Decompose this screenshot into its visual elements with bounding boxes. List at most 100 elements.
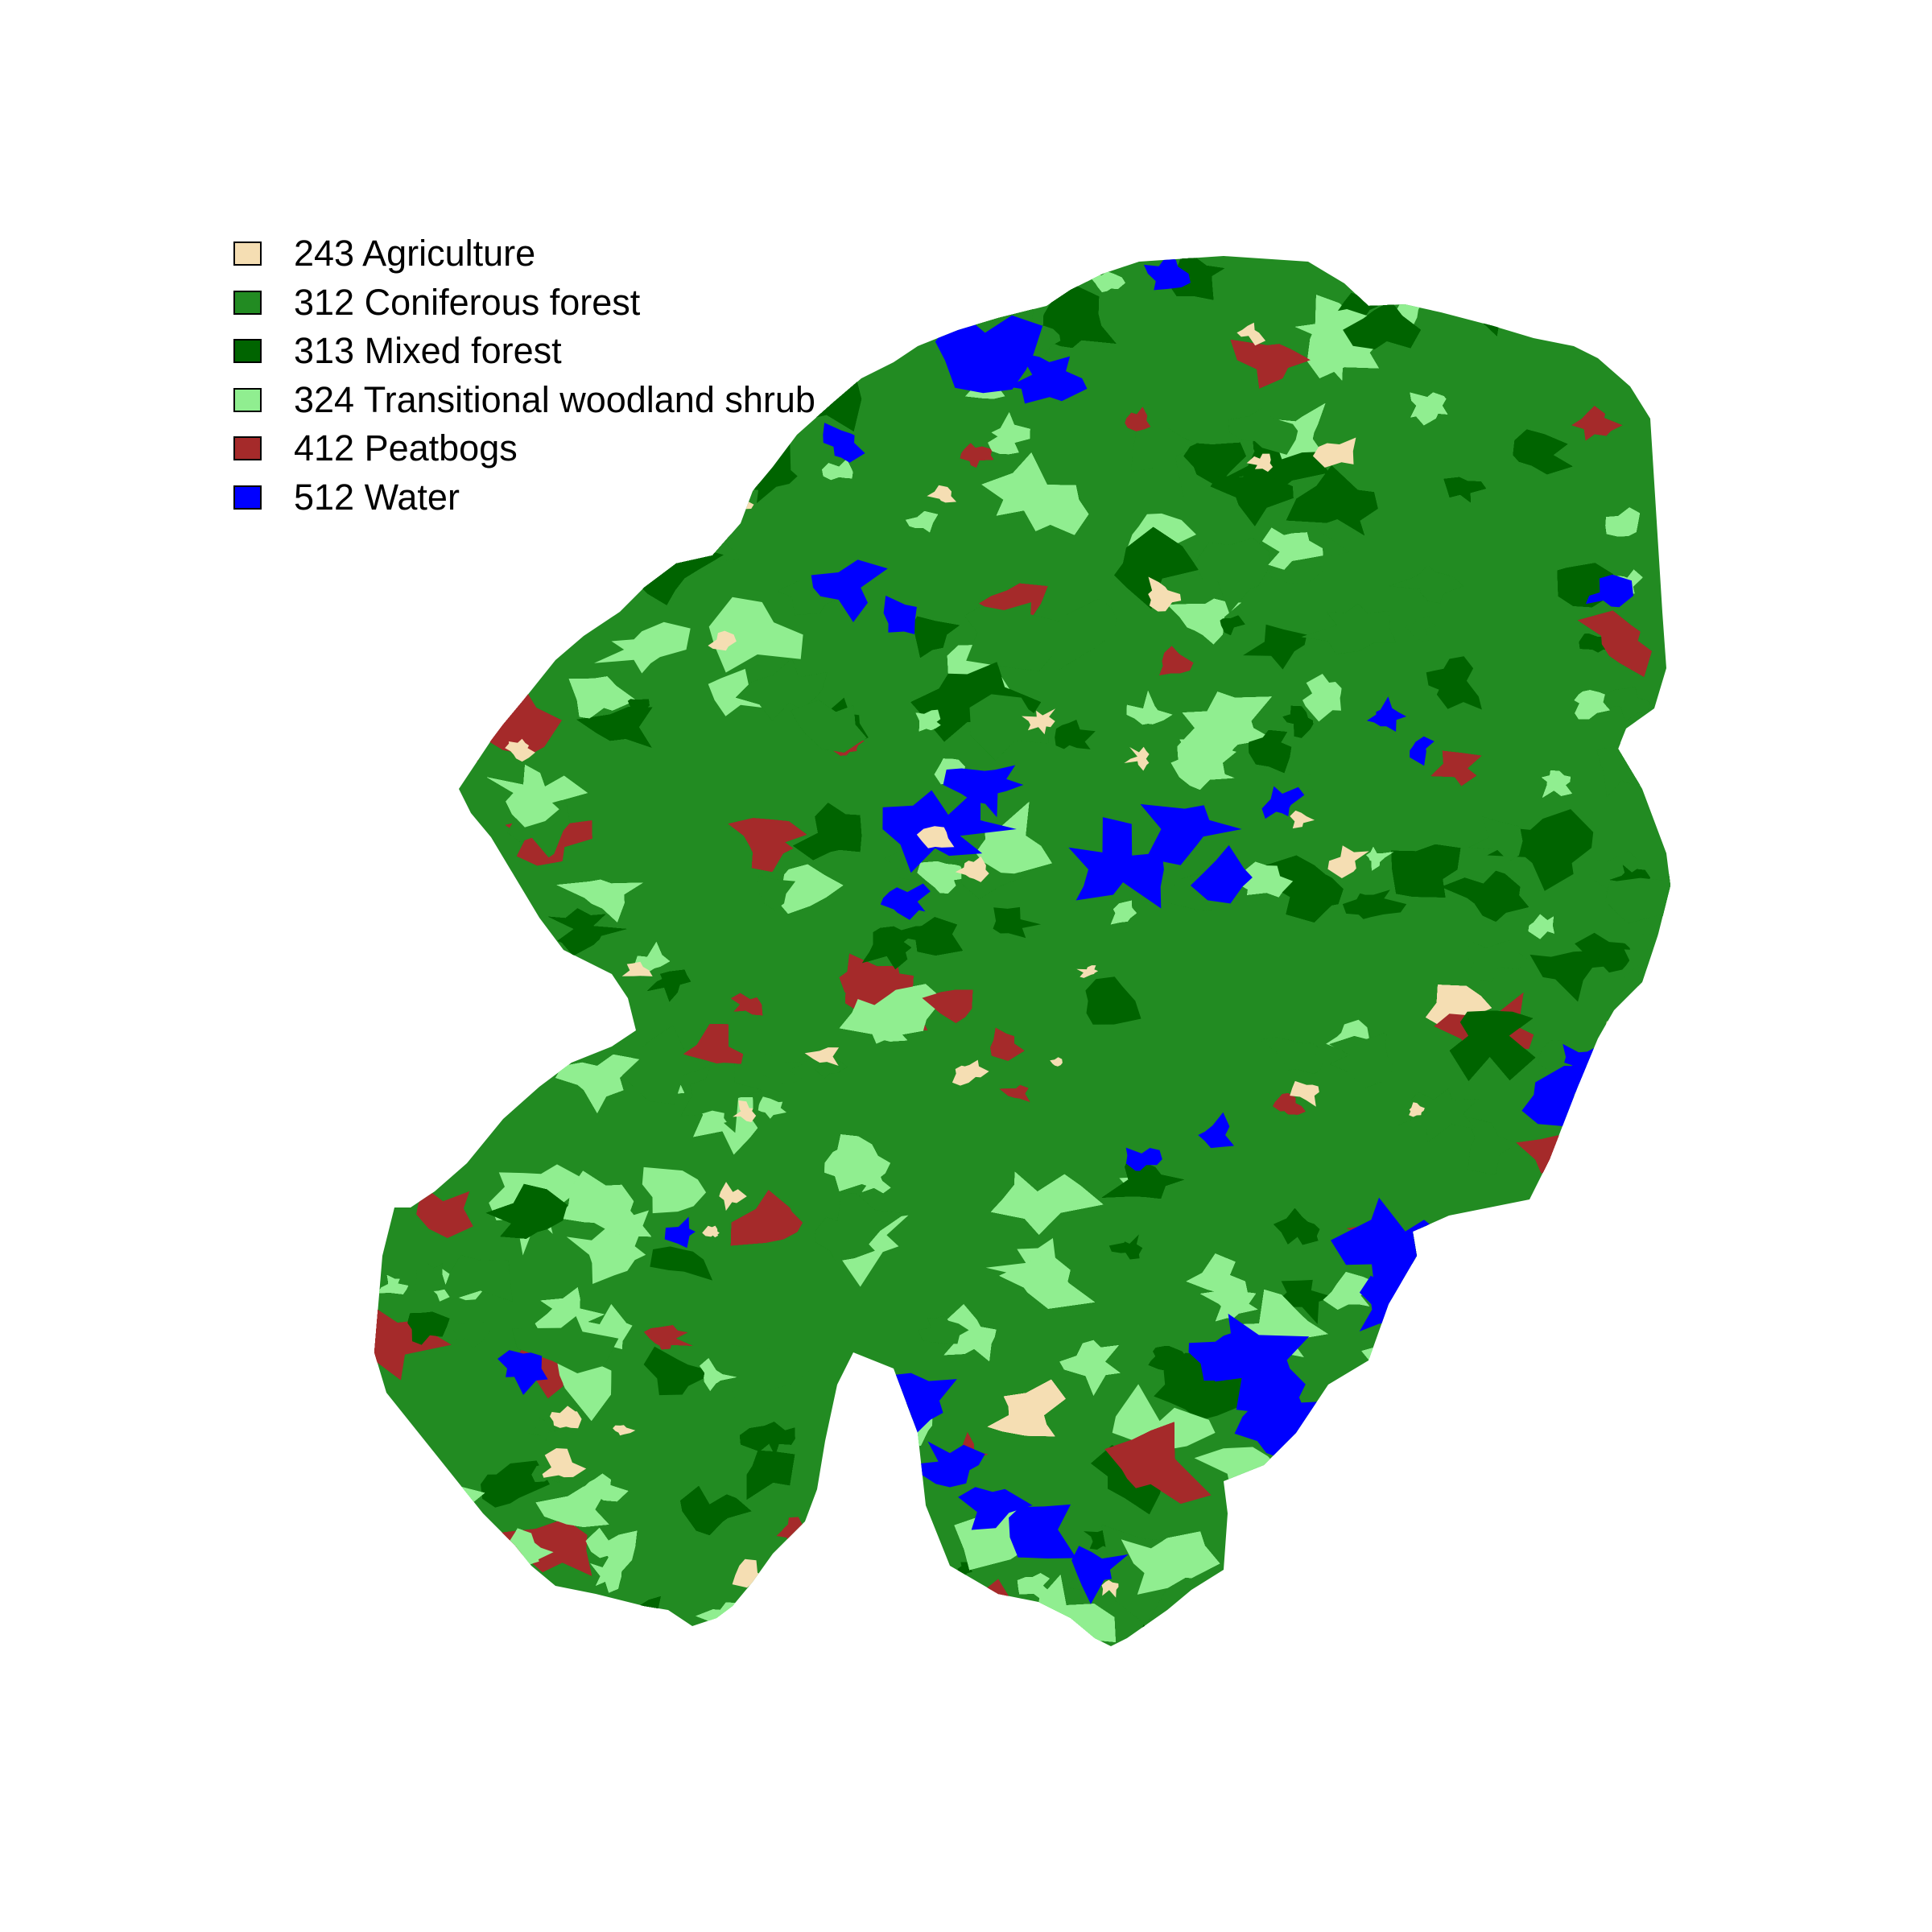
patch-coniferous-forest [1194, 538, 1269, 613]
patch-transitional-woodland-shrub [850, 1513, 896, 1542]
legend-label: 512 Water [294, 476, 460, 518]
patch-mixed-forest [374, 1078, 444, 1160]
patch-coniferous-forest [803, 1510, 917, 1575]
patch-coniferous-forest [772, 1635, 840, 1646]
patch-coniferous-forest [720, 1344, 811, 1414]
patch-transitional-woodland-shrub [502, 1604, 580, 1646]
patch-transitional-woodland-shrub [941, 1624, 1015, 1646]
patch-mixed-forest [464, 943, 506, 968]
patch-peatbogs [840, 1619, 881, 1646]
patch-water [1410, 736, 1435, 766]
patch-mixed-forest [1169, 256, 1225, 300]
patch-transitional-woodland-shrub [1504, 1597, 1537, 1626]
patch-transitional-woodland-shrub [1629, 1288, 1670, 1323]
patch-mixed-forest [1443, 477, 1486, 503]
patch-transitional-woodland-shrub [988, 412, 1030, 455]
patch-peatbogs [374, 635, 411, 670]
patch-transitional-woodland-shrub [833, 1627, 865, 1646]
patch-peatbogs [1273, 1093, 1306, 1115]
patch-mixed-forest [1343, 301, 1421, 349]
patch-coniferous-forest [832, 1495, 871, 1523]
patch-mixed-forest [861, 926, 912, 970]
patch-transitional-woodland-shrub [1628, 1446, 1670, 1478]
patch-transitional-woodland-shrub [822, 459, 853, 481]
patch-agriculture [719, 1182, 747, 1212]
patch-coniferous-forest [1426, 1241, 1457, 1261]
patch-transitional-woodland-shrub [1224, 1624, 1306, 1646]
patch-agriculture [621, 961, 653, 976]
patch-peatbogs [1406, 1261, 1503, 1333]
patch-coniferous-forest [1600, 1649, 1631, 1666]
patch-coniferous-forest [950, 844, 1027, 899]
patch-transitional-woodland-shrub [502, 1604, 580, 1646]
patch-coniferous-forest [1288, 1443, 1326, 1476]
patch-coniferous-forest [791, 700, 867, 753]
patch-transitional-woodland-shrub [1224, 1624, 1306, 1646]
patch-peatbogs [840, 1619, 881, 1646]
patch-mixed-forest [1243, 624, 1307, 670]
patch-peatbogs [731, 993, 763, 1016]
patch-coniferous-forest [1389, 565, 1463, 604]
patch-transitional-woodland-shrub [850, 1513, 896, 1542]
patch-mixed-forest [1331, 1574, 1398, 1639]
patch-coniferous-forest [603, 535, 663, 572]
patch-mixed-forest [374, 1078, 444, 1160]
patch-peatbogs [1281, 1642, 1351, 1646]
patch-transitional-woodland-shrub [556, 1170, 652, 1237]
patch-mixed-forest [1440, 1285, 1461, 1309]
patch-transitional-woodland-shrub [1302, 674, 1342, 722]
patch-coniferous-forest [378, 1618, 479, 1646]
patch-agriculture [1367, 1579, 1457, 1641]
patch-transitional-woodland-shrub [941, 1624, 1015, 1646]
patch-mixed-forest [1114, 526, 1199, 609]
patch-coniferous-forest [1426, 1241, 1457, 1261]
patch-peatbogs [1505, 1241, 1558, 1278]
patch-coniferous-forest [1470, 1378, 1517, 1402]
legend-swatch [233, 436, 262, 461]
patch-peatbogs [1505, 1241, 1558, 1278]
patch-mixed-forest [1282, 705, 1314, 738]
patch-transitional-woodland-shrub [386, 646, 493, 707]
patch-transitional-woodland-shrub [973, 1607, 990, 1627]
patch-peatbogs [463, 1016, 519, 1068]
patch-mixed-forest [913, 616, 960, 658]
patch-coniferous-forest [1609, 262, 1668, 316]
patch-mixed-forest [887, 917, 963, 956]
patch-transitional-woodland-shrub [758, 1096, 786, 1119]
patch-agriculture [1312, 437, 1356, 468]
patch-peatbogs [1281, 1642, 1351, 1646]
patch-transitional-woodland-shrub [999, 1253, 1095, 1309]
patch-transitional-woodland-shrub [1587, 1498, 1670, 1553]
patch-peatbogs [840, 1619, 881, 1646]
patch-transitional-woodland-shrub [1612, 1051, 1639, 1076]
patch-mixed-forest [464, 943, 506, 968]
patch-mixed-forest [374, 1078, 444, 1160]
patch-transitional-woodland-shrub [850, 1513, 896, 1542]
patch-coniferous-forest [378, 1618, 479, 1646]
patch-coniferous-forest [832, 1495, 871, 1523]
patch-coniferous-forest [1042, 599, 1117, 670]
patch-transitional-woodland-shrub [1262, 527, 1323, 570]
patch-transitional-woodland-shrub [1587, 1498, 1670, 1553]
patch-coniferous-forest [839, 1396, 878, 1428]
patch-peatbogs [418, 1562, 442, 1581]
patch-coniferous-forest [415, 1261, 447, 1291]
patch-coniferous-forest [680, 1048, 763, 1133]
patch-transitional-woodland-shrub [1612, 1051, 1639, 1076]
patch-transitional-woodland-shrub [1170, 739, 1236, 790]
patch-peatbogs [840, 1619, 881, 1646]
patch-coniferous-forest [1545, 1186, 1575, 1207]
patch-coniferous-forest [1463, 940, 1527, 982]
patch-transitional-woodland-shrub [1224, 1624, 1306, 1646]
patch-coniferous-forest [603, 535, 663, 572]
patch-transitional-woodland-shrub [941, 1624, 1015, 1646]
patch-transitional-woodland-shrub [1569, 1435, 1653, 1493]
patch-mixed-forest [1628, 1241, 1670, 1278]
patch-mixed-forest [374, 1078, 444, 1160]
patch-mixed-forest [464, 943, 506, 968]
patch-transitional-woodland-shrub [1528, 914, 1554, 939]
patch-coniferous-forest [451, 993, 496, 1022]
patch-transitional-woodland-shrub [1398, 1302, 1501, 1381]
patch-water [1140, 803, 1242, 865]
patch-transitional-woodland-shrub [1398, 1302, 1501, 1381]
